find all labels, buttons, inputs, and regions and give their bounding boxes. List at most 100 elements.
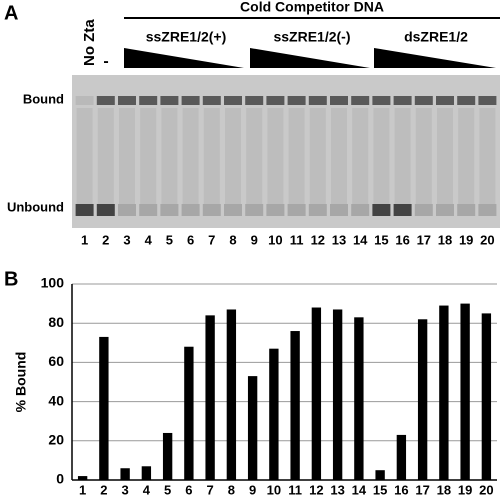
bar (290, 331, 300, 480)
x-tick-label: 11 (288, 482, 302, 497)
wedge (124, 48, 244, 68)
lane-number: 1 (81, 232, 88, 247)
bound-band (160, 96, 179, 105)
bound-band (457, 96, 476, 105)
unbound-band (96, 204, 115, 216)
competitor-label: Cold Competitor DNA (240, 0, 384, 15)
bound-band (266, 96, 285, 105)
bound-label: Bound (23, 91, 64, 106)
bound-band (393, 96, 412, 105)
lane-smear (352, 108, 369, 204)
unbound-band (393, 204, 412, 216)
lane-smear (415, 108, 432, 204)
wedge (250, 48, 370, 68)
unbound-band (330, 204, 348, 216)
lane-smear (246, 108, 263, 204)
lane-smear (140, 108, 157, 204)
panel-label: A (4, 2, 18, 24)
x-tick-label: 16 (394, 482, 408, 497)
x-tick-label: 10 (267, 482, 281, 497)
lane-smear (225, 108, 241, 204)
lane-smear (458, 108, 475, 204)
lane-number: 11 (290, 232, 304, 247)
lane-smear (479, 108, 496, 204)
x-tick-label: 12 (309, 482, 323, 497)
lane-smear (97, 108, 114, 204)
lane-smear (182, 108, 199, 204)
y-tick-label: 40 (48, 392, 64, 408)
gel (72, 75, 500, 228)
lane-smear (373, 108, 390, 204)
bound-band (181, 96, 200, 105)
unbound-band (308, 204, 327, 216)
bound-band (224, 96, 242, 105)
bound-band (245, 96, 264, 105)
minus-label: - (103, 53, 108, 70)
unbound-band (436, 204, 454, 216)
unbound-band (160, 204, 179, 216)
unbound-band (287, 204, 306, 216)
bar (481, 313, 492, 480)
lane-number: 16 (395, 232, 409, 247)
unbound-band (478, 204, 497, 216)
x-tick-label: 3 (122, 482, 129, 497)
lane-number: 17 (417, 232, 431, 247)
lane-number: 7 (208, 232, 215, 247)
bar (332, 309, 343, 480)
lane-smear (161, 108, 178, 204)
x-tick-label: 1 (79, 482, 86, 497)
x-tick-label: 15 (373, 482, 387, 497)
bar (311, 307, 322, 480)
y-tick-label: 100 (41, 275, 65, 291)
lane-number: 13 (332, 232, 346, 247)
bar (439, 305, 449, 480)
y-tick-label: 60 (48, 353, 64, 369)
lane-number: 10 (268, 232, 282, 247)
bar (184, 346, 194, 480)
lane-number: 15 (374, 232, 388, 247)
unbound-band (139, 204, 158, 216)
lane-number: 6 (187, 232, 194, 247)
bar (396, 434, 407, 480)
x-tick-label: 18 (437, 482, 451, 497)
lane-number: 5 (166, 232, 173, 247)
lane-smear (76, 108, 93, 204)
lane-number: 9 (251, 232, 258, 247)
lane-smear (119, 108, 135, 204)
unbound-band (372, 204, 391, 216)
unbound-band (457, 204, 476, 216)
bound-band (118, 96, 136, 105)
bar (417, 319, 428, 480)
lane-smear (288, 108, 305, 204)
group-label: ssZRE1/2(-) (273, 29, 350, 45)
unbound-band (118, 204, 136, 216)
group-label: ssZRE1/2(+) (146, 29, 227, 45)
bound-band (478, 96, 497, 105)
bar (120, 468, 130, 480)
wedge (374, 48, 496, 68)
no-zta-label: No Zta (81, 19, 98, 66)
x-tick-label: 7 (207, 482, 214, 497)
group-label: dsZRE1/2 (404, 29, 468, 45)
lane-smear (394, 108, 411, 204)
bar (460, 303, 470, 480)
unbound-band (224, 204, 242, 216)
lane-smear (331, 108, 347, 204)
lane-number: 14 (353, 232, 368, 247)
lane-smear (267, 108, 284, 204)
unbound-band (75, 204, 94, 216)
bound-band (308, 96, 327, 105)
bar (375, 470, 385, 480)
panel-label: B (4, 268, 18, 290)
y-tick-label: 80 (48, 314, 64, 330)
unbound-band (266, 204, 285, 216)
bar (141, 466, 152, 480)
x-tick-label: 14 (352, 482, 367, 497)
bar (77, 476, 88, 480)
lane-number: 3 (123, 232, 130, 247)
x-tick-label: 6 (185, 482, 192, 497)
bar (354, 317, 364, 480)
unbound-band (202, 204, 221, 216)
lane-number: 12 (311, 232, 325, 247)
